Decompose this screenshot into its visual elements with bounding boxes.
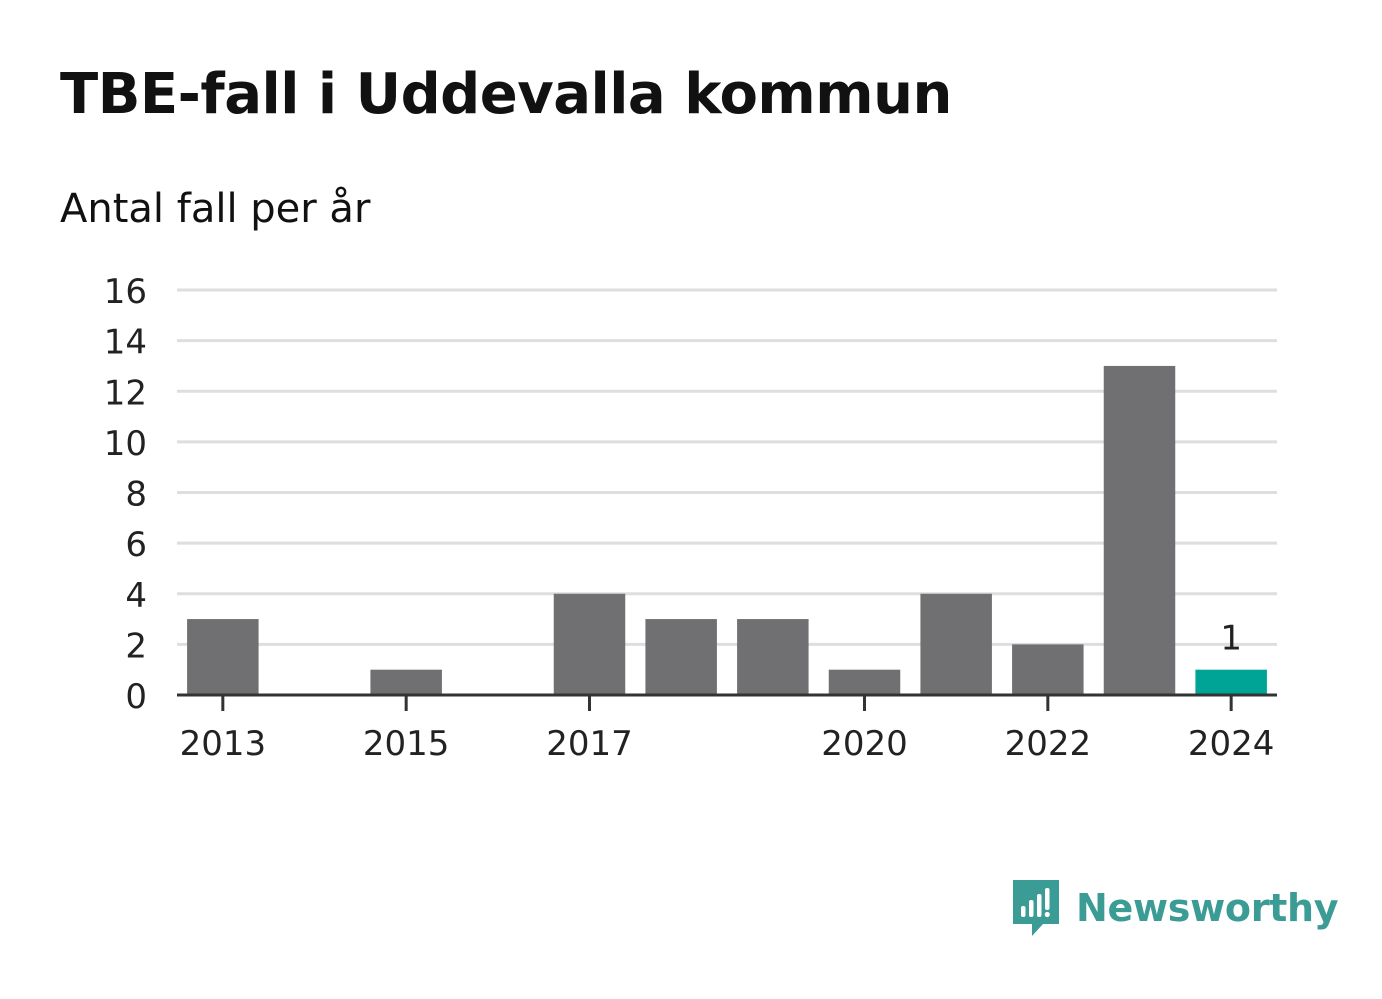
x-tick-label: 2020 (821, 724, 908, 764)
bar-2020 (828, 669, 901, 695)
y-tick-label: 10 (104, 424, 147, 464)
y-tick-label: 2 (125, 626, 147, 666)
x-tick-label: 2013 (180, 724, 267, 764)
bar-2013 (187, 619, 259, 695)
x-tick-label: 2017 (546, 724, 633, 764)
y-tick-label: 0 (125, 677, 147, 717)
bar-2018 (645, 619, 717, 695)
bar-2017 (553, 593, 626, 695)
brand-logo: Newsworthy (1010, 878, 1339, 938)
y-tick-label: 12 (104, 373, 147, 413)
data-label: 1 (1220, 619, 1242, 659)
x-tick-label: 2024 (1188, 724, 1275, 764)
chart-title: TBE-fall i Uddevalla kommun (60, 62, 952, 127)
y-tick-label: 4 (125, 576, 147, 616)
y-tick-label: 6 (125, 525, 147, 565)
y-tick-label: 8 (125, 475, 147, 515)
newsworthy-logo-icon (1013, 880, 1059, 936)
y-tick-label: 14 (104, 323, 147, 363)
brand-name: Newsworthy (1076, 886, 1339, 930)
bar-2019 (737, 619, 809, 695)
y-tick-label: 16 (104, 272, 147, 312)
bar-2015 (370, 669, 442, 695)
bar-2024 (1195, 669, 1267, 695)
bar-2022 (1012, 644, 1084, 695)
x-tick-label: 2022 (1005, 724, 1092, 764)
chart-subtitle: Antal fall per år (60, 186, 371, 232)
bar-2021 (920, 593, 992, 695)
bar-2023 (1103, 365, 1176, 695)
x-tick-label: 2015 (363, 724, 450, 764)
bar-chart: 0 2 4 6 8 10 12 14 16 2013 2015 2017 2020 2022 2024 1 (104, 272, 1277, 764)
